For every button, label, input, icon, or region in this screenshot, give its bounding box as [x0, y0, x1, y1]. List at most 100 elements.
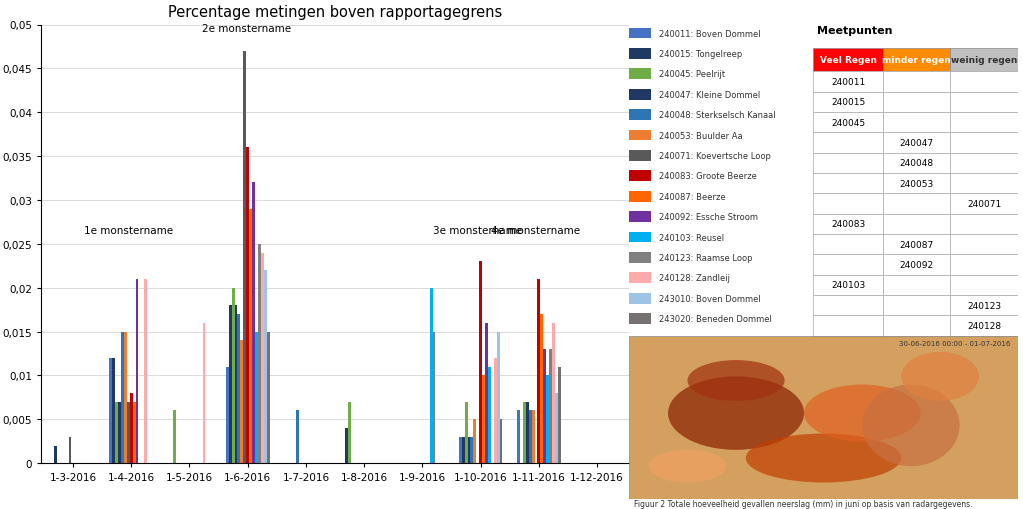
Bar: [883, 275, 950, 295]
Bar: [237, 315, 240, 463]
Text: 240103: 240103: [831, 281, 865, 290]
Bar: [144, 279, 147, 463]
Text: 240123: Raamse Loop: 240123: Raamse Loop: [659, 253, 752, 263]
Bar: [264, 271, 267, 463]
Bar: [552, 323, 554, 463]
Bar: [464, 402, 468, 463]
Bar: [883, 174, 950, 194]
Bar: [813, 275, 883, 295]
Bar: [883, 214, 950, 235]
Ellipse shape: [804, 385, 921, 442]
Bar: [296, 411, 299, 463]
Text: 2e monstername: 2e monstername: [202, 24, 292, 34]
FancyBboxPatch shape: [629, 191, 652, 202]
FancyBboxPatch shape: [629, 252, 652, 263]
Bar: [267, 332, 269, 463]
Bar: [883, 194, 950, 214]
Ellipse shape: [649, 450, 726, 483]
Bar: [813, 72, 883, 92]
Bar: [479, 262, 482, 463]
Bar: [523, 402, 526, 463]
Bar: [950, 72, 1018, 92]
Text: 240123: 240123: [967, 301, 1002, 310]
Text: 240092: Essche Stroom: 240092: Essche Stroom: [659, 213, 758, 222]
Bar: [813, 153, 883, 174]
Bar: [950, 255, 1018, 275]
Bar: [950, 275, 1018, 295]
Bar: [883, 295, 950, 316]
Text: 240087: Beerze: 240087: Beerze: [659, 192, 725, 202]
Bar: [532, 411, 534, 463]
Text: 1e monstername: 1e monstername: [84, 225, 173, 236]
Bar: [348, 402, 351, 463]
Bar: [813, 112, 883, 133]
Bar: [558, 367, 561, 463]
Bar: [950, 316, 1018, 336]
Bar: [883, 356, 950, 377]
Bar: [950, 112, 1018, 133]
Bar: [174, 411, 176, 463]
Text: Figuur 2 Totale hoeveelheid gevallen neerslag (mm) in juni op basis van radargeg: Figuur 2 Totale hoeveelheid gevallen nee…: [634, 499, 973, 508]
FancyBboxPatch shape: [629, 110, 652, 121]
Bar: [474, 419, 477, 463]
Text: 240045: 240045: [831, 118, 865, 127]
FancyBboxPatch shape: [629, 171, 652, 182]
Title: Percentage metingen boven rapportagegrens: Percentage metingen boven rapportagegren…: [168, 5, 502, 20]
Bar: [121, 332, 124, 463]
Text: 240103: Reusel: 240103: Reusel: [659, 233, 723, 242]
Bar: [69, 437, 72, 463]
Bar: [813, 336, 883, 356]
Bar: [813, 214, 883, 235]
Bar: [430, 288, 433, 463]
Bar: [950, 133, 1018, 153]
Bar: [468, 437, 471, 463]
Bar: [950, 214, 1018, 235]
Bar: [458, 437, 461, 463]
Text: 240083: Groote Beerze: 240083: Groote Beerze: [659, 172, 756, 181]
Bar: [813, 235, 883, 255]
Bar: [813, 174, 883, 194]
FancyBboxPatch shape: [629, 212, 652, 222]
Bar: [813, 255, 883, 275]
Text: minder regen: minder regen: [882, 56, 951, 65]
Bar: [54, 446, 57, 463]
Bar: [247, 148, 250, 463]
FancyBboxPatch shape: [629, 49, 652, 60]
Bar: [116, 402, 118, 463]
FancyBboxPatch shape: [629, 90, 652, 100]
Bar: [950, 153, 1018, 174]
Text: 240011: Boven Dommel: 240011: Boven Dommel: [659, 30, 760, 39]
Text: 240087: 240087: [899, 240, 934, 249]
Text: 240053: Buulder Aa: 240053: Buulder Aa: [659, 131, 743, 140]
Text: 240128: Zandleij: 240128: Zandleij: [659, 274, 729, 283]
Ellipse shape: [862, 385, 960, 466]
Bar: [950, 295, 1018, 316]
Text: 240047: 240047: [899, 138, 934, 148]
Bar: [136, 279, 138, 463]
Bar: [231, 288, 234, 463]
FancyBboxPatch shape: [629, 232, 652, 243]
Bar: [234, 305, 237, 463]
Bar: [127, 402, 130, 463]
Text: Veel Regen: Veel Regen: [819, 56, 877, 65]
Bar: [250, 209, 252, 463]
Bar: [433, 332, 436, 463]
Bar: [517, 411, 520, 463]
Bar: [883, 133, 950, 153]
Bar: [488, 367, 491, 463]
Bar: [130, 393, 133, 463]
Text: 240083: 240083: [831, 220, 865, 229]
Bar: [529, 411, 532, 463]
FancyBboxPatch shape: [629, 29, 652, 39]
Bar: [258, 244, 261, 463]
Ellipse shape: [901, 352, 979, 401]
Text: 240071: Koevertsche Loop: 240071: Koevertsche Loop: [659, 152, 770, 161]
Bar: [883, 316, 950, 336]
FancyBboxPatch shape: [629, 314, 652, 324]
Bar: [950, 49, 1018, 72]
Ellipse shape: [746, 434, 901, 483]
Bar: [345, 428, 348, 463]
Bar: [813, 92, 883, 112]
Bar: [883, 112, 950, 133]
Bar: [494, 358, 496, 463]
